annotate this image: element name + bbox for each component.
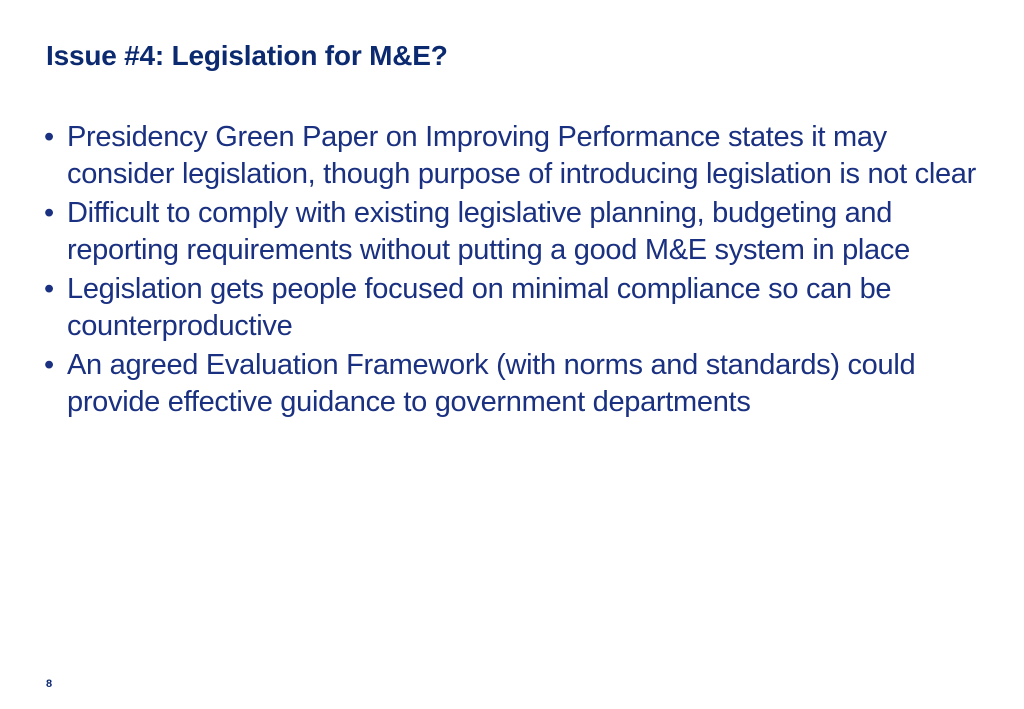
bullet-text: An agreed Evaluation Framework (with nor… — [67, 349, 916, 418]
bullet-item: • An agreed Evaluation Framework (with no… — [44, 347, 979, 420]
bullet-text: Presidency Green Paper on Improving Perf… — [67, 121, 976, 190]
bullet-icon: • — [44, 197, 54, 229]
page-number: 8 — [46, 678, 53, 690]
bullet-list: • Presidency Green Paper on Improving Per… — [44, 119, 979, 423]
slide-title: Issue #4: Legislation for M&E? — [46, 40, 448, 71]
bullet-item: • Presidency Green Paper on Improving Per… — [44, 119, 979, 192]
bullet-icon: • — [44, 273, 54, 305]
bullet-item: • Legislation gets people focused on mini… — [44, 271, 979, 344]
bullet-icon: • — [44, 121, 54, 153]
bullet-text: Difficult to comply with existing legisl… — [67, 197, 910, 266]
bullet-text: Legislation gets people focused on minim… — [67, 273, 892, 342]
bullet-icon: • — [44, 349, 54, 381]
bullet-item: • Difficult to comply with existing legis… — [44, 195, 979, 268]
